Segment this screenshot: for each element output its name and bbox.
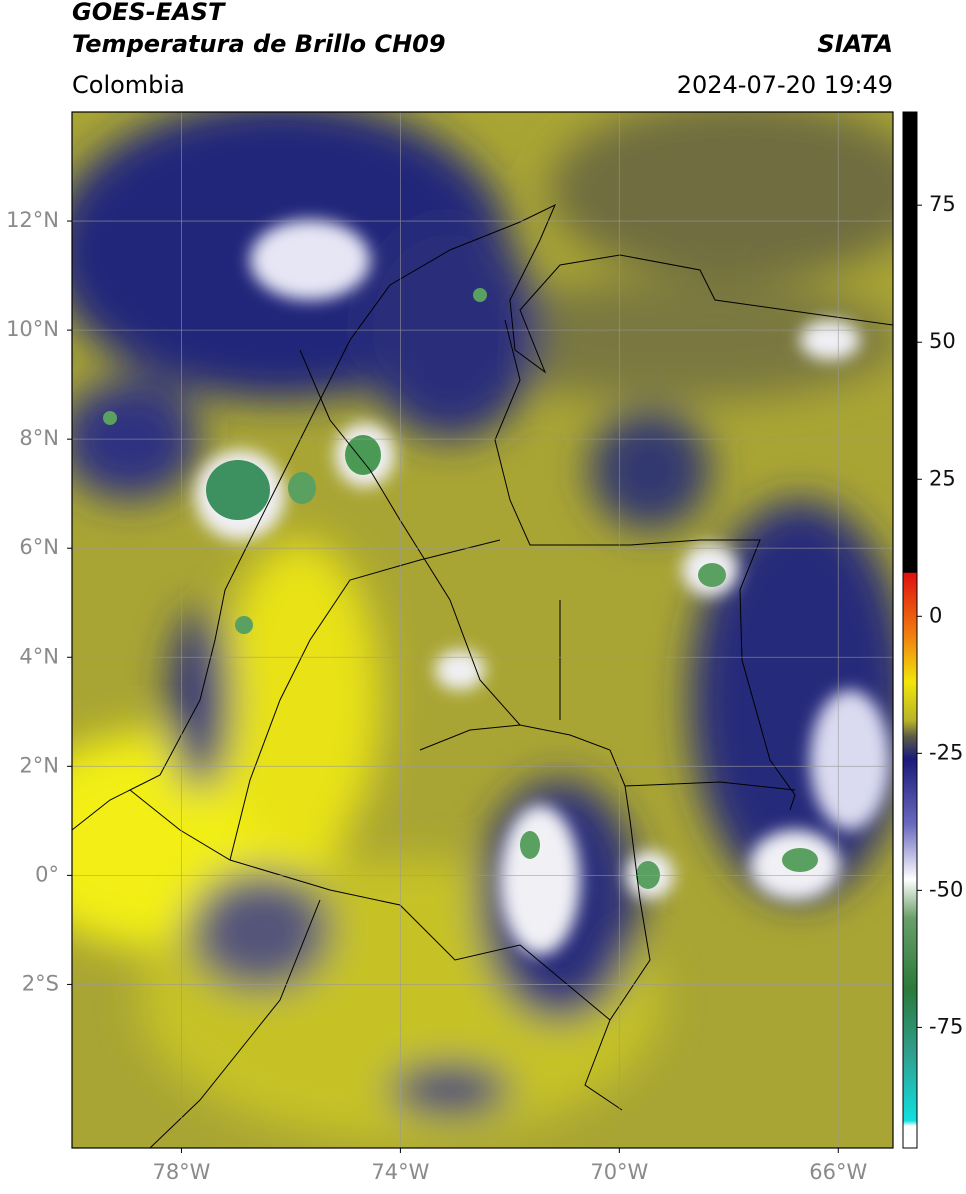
y-tick-label: 8°N: [19, 426, 59, 450]
coastline: [129, 203, 893, 791]
border: [419, 724, 626, 787]
warm-area: [220, 540, 380, 860]
colorbar-tick-label: 0: [929, 603, 942, 627]
x-tick-label: 74°W: [371, 1160, 429, 1184]
y-tick-label: 12°N: [6, 208, 59, 232]
cool-area: [550, 112, 893, 280]
cloud-top: [435, 650, 485, 690]
borders: [72, 203, 893, 1148]
cloud-core: [698, 563, 726, 587]
cloud-top: [500, 805, 580, 955]
colorbar-tick-label: 25: [929, 466, 956, 490]
cloud-core: [520, 831, 540, 859]
colorbar-tick-label: -50: [929, 877, 963, 901]
cloud-core: [235, 616, 253, 634]
cold-cloud: [390, 1065, 510, 1115]
y-tick-label: 6°N: [19, 535, 59, 559]
cloud-core: [473, 288, 487, 302]
cloud-top: [800, 320, 860, 360]
cloud-top: [810, 690, 890, 830]
cold-cloud: [590, 410, 710, 530]
colorbar-tick-label: -25: [929, 740, 963, 764]
cloud-core: [782, 848, 818, 872]
border: [129, 789, 611, 1021]
cloud-core: [206, 460, 270, 520]
grid: [72, 112, 893, 1148]
border: [149, 899, 321, 1148]
title-line1: GOES-EAST: [72, 0, 226, 26]
cloud-core: [345, 435, 381, 475]
x-tick-label: 66°W: [809, 1160, 867, 1184]
border: [494, 319, 796, 811]
border: [584, 781, 796, 1111]
border: [229, 539, 501, 861]
colorbar-tick-label: -75: [929, 1014, 963, 1038]
colorbar: [902, 111, 918, 1149]
y-tick-label: 4°N: [19, 644, 59, 668]
x-tick-label: 78°W: [152, 1160, 210, 1184]
y-tick-label: 2°S: [22, 971, 59, 995]
x-tick-label: 70°W: [590, 1160, 648, 1184]
cold-cloud: [72, 380, 200, 500]
datetime: 2024-07-20 19:49: [677, 71, 893, 99]
y-tick-label: 2°N: [19, 753, 59, 777]
y-tick-label: 0°: [35, 862, 59, 886]
cloud-core: [103, 411, 117, 425]
region: Colombia: [72, 71, 185, 99]
imagery: [72, 112, 893, 1148]
cloud-core: [288, 472, 316, 504]
y-tick-label: 10°N: [6, 317, 59, 341]
cloud-top: [250, 220, 370, 300]
colorbar-tick-label: 75: [929, 192, 956, 216]
border: [72, 789, 131, 831]
title-line2: Temperatura de Brillo CH09: [72, 30, 446, 58]
colorbar-tick-label: 50: [929, 329, 956, 353]
source: SIATA: [817, 30, 893, 58]
coldest-cores: [103, 288, 818, 889]
cool-area: [190, 870, 330, 990]
map-frame: [71, 111, 894, 1149]
